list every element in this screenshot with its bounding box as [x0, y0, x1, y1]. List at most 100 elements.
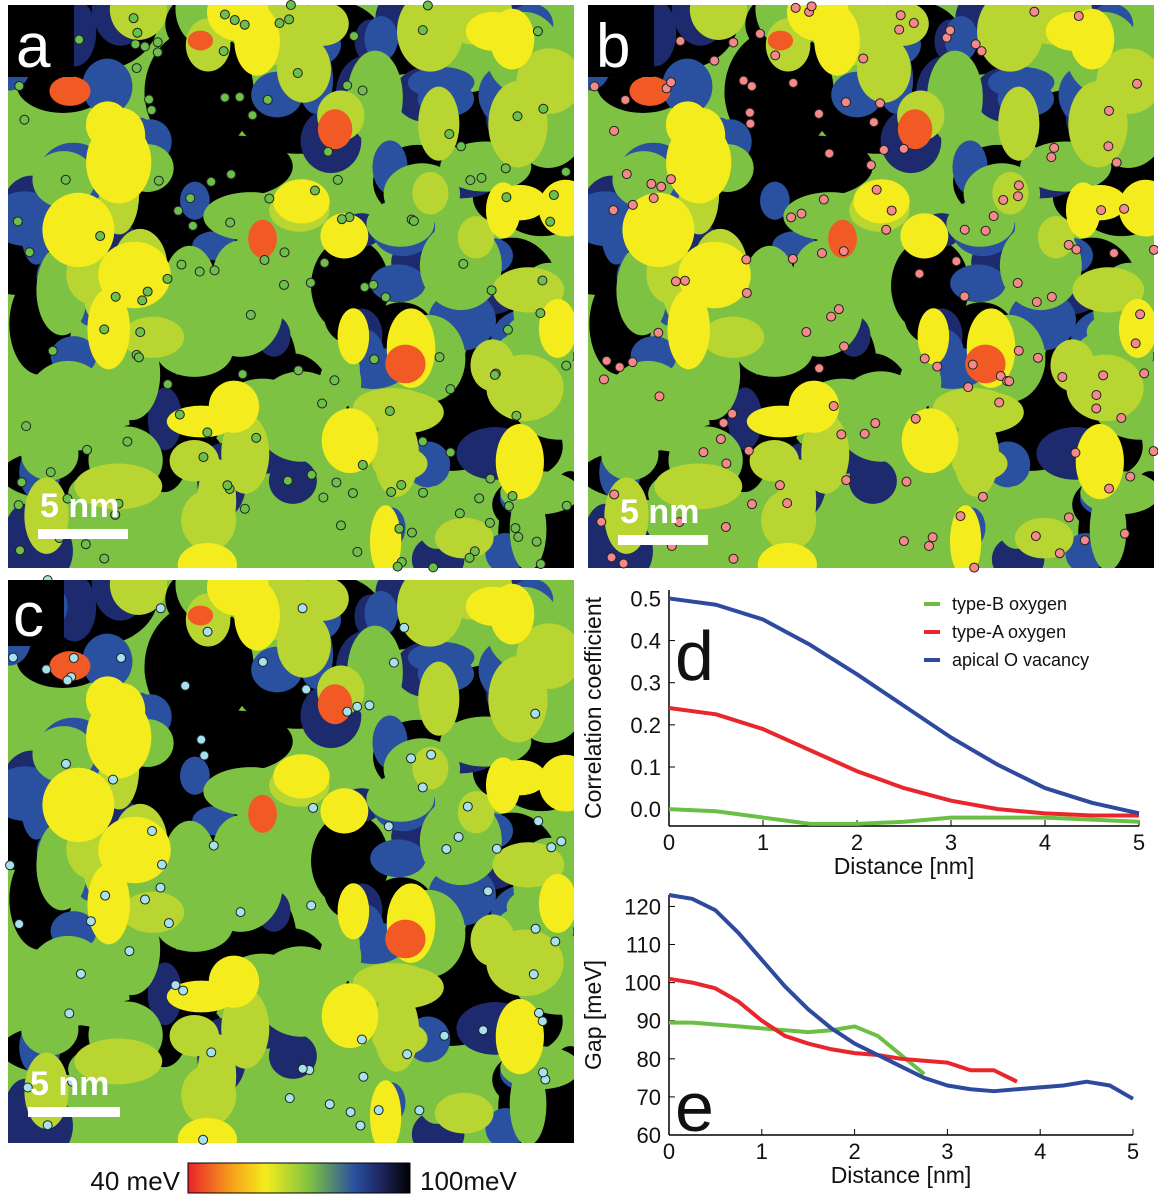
y-tick-label: 0.1: [630, 755, 661, 780]
atom-marker: [418, 487, 429, 498]
scale-bar-label: 5 nm: [40, 487, 119, 525]
atom-marker: [462, 801, 473, 812]
atom-marker: [927, 532, 938, 543]
atom-marker: [74, 34, 85, 45]
panel-label: a: [16, 12, 51, 81]
atom-marker: [274, 18, 285, 29]
atom-marker: [833, 304, 844, 315]
y-tick-label: 120: [624, 894, 661, 919]
atom-marker: [453, 831, 464, 842]
atom-marker: [1091, 403, 1102, 414]
atom-marker: [709, 55, 720, 66]
atom-marker: [155, 603, 166, 614]
atom-marker: [369, 354, 380, 365]
atom-marker: [142, 286, 153, 297]
atom-marker: [606, 552, 617, 563]
atom-marker: [292, 67, 303, 78]
atom-marker: [512, 111, 523, 122]
atom-marker: [813, 108, 824, 119]
atom-marker: [128, 13, 139, 24]
atom-marker: [546, 842, 557, 853]
atom-marker: [19, 114, 30, 125]
atom-marker: [445, 384, 456, 395]
atom-marker: [656, 181, 667, 192]
atom-marker: [538, 1067, 549, 1078]
atom-marker: [601, 355, 612, 366]
atom-marker: [746, 81, 757, 92]
atom-marker: [347, 488, 358, 499]
atom-marker: [806, 1, 817, 12]
atom-marker: [219, 92, 230, 103]
atom-marker: [548, 190, 559, 201]
atom-marker: [720, 521, 731, 532]
atom-marker: [840, 97, 851, 108]
atom-marker: [368, 279, 379, 290]
atom-marker: [894, 24, 905, 35]
atom-marker: [162, 273, 173, 284]
legend-label: apical O vacancy: [952, 650, 1089, 670]
atom-marker: [1139, 368, 1150, 379]
atom-marker: [994, 397, 1005, 408]
atom-marker: [62, 675, 73, 686]
atom-marker: [741, 287, 752, 298]
atom-marker: [239, 19, 250, 30]
atom-marker: [550, 936, 561, 947]
atom-marker: [1057, 371, 1068, 382]
atom-marker: [1130, 338, 1141, 349]
atom-marker: [486, 285, 497, 296]
atom-marker: [60, 174, 71, 185]
atom-marker: [456, 141, 467, 152]
atom-marker: [675, 36, 686, 47]
atom-marker: [178, 985, 189, 996]
atom-marker: [589, 81, 600, 92]
atom-marker: [531, 536, 542, 547]
atom-marker: [870, 418, 881, 429]
atom-marker: [349, 31, 360, 42]
atom-marker: [264, 193, 275, 204]
atom-marker: [173, 205, 184, 216]
atom-marker: [356, 1034, 367, 1045]
y-axis-label: Correlation coefficient: [580, 596, 606, 819]
atom-marker: [278, 279, 289, 290]
atom-marker: [818, 194, 829, 205]
atom-marker: [1131, 78, 1142, 89]
atom-marker: [826, 311, 837, 322]
atom-marker: [147, 826, 158, 837]
atom-marker: [185, 193, 196, 204]
atom-marker: [670, 276, 681, 287]
atom-marker: [483, 886, 494, 897]
atom-marker: [342, 706, 353, 717]
colorbar-max-label: 100meV: [420, 1166, 517, 1196]
atom-marker: [465, 175, 476, 186]
atom-marker: [741, 254, 752, 265]
atom-marker: [21, 421, 32, 432]
atom-marker: [865, 160, 876, 171]
y-tick-label: 90: [637, 1009, 661, 1034]
data-line: [668, 976, 1018, 1084]
atom-marker: [130, 39, 141, 50]
atom-marker: [202, 626, 213, 637]
atom-marker: [156, 859, 167, 870]
atom-marker: [8, 652, 19, 663]
atom-marker: [132, 27, 143, 38]
atom-marker: [445, 447, 456, 458]
atom-marker: [743, 445, 754, 456]
atom-marker: [1116, 413, 1127, 424]
atom-marker: [24, 247, 35, 258]
atom-marker: [245, 309, 256, 320]
atom-marker: [1079, 535, 1090, 546]
atom-marker: [386, 486, 397, 497]
atom-marker: [721, 458, 732, 469]
atom-marker: [176, 259, 187, 270]
atom-marker: [82, 444, 93, 455]
y-axis-label: Gap [meV]: [580, 960, 606, 1070]
atom-marker: [1104, 483, 1115, 494]
atom-marker: [718, 417, 729, 428]
atom-marker: [108, 774, 119, 785]
atom-marker: [1049, 142, 1060, 153]
atom-marker: [898, 143, 909, 154]
atom-marker: [247, 110, 258, 121]
atom-marker: [1054, 548, 1065, 559]
atom-marker: [871, 184, 882, 195]
